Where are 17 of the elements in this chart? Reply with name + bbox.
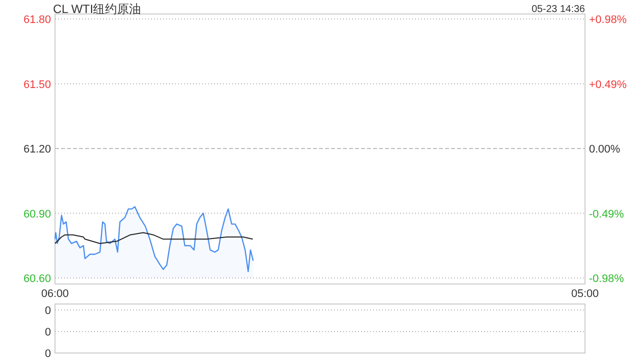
text: 0 bbox=[44, 326, 51, 338]
text: 05-23 14:36 bbox=[532, 4, 586, 15]
x-tick-label: 05:00 bbox=[571, 288, 599, 300]
y2-tick-label: +0.49% bbox=[589, 78, 627, 91]
y2-tick-label: -0.49% bbox=[589, 208, 624, 220]
y-tick-label: 61.80 bbox=[23, 14, 51, 26]
y-tick-label: 60.90 bbox=[23, 208, 51, 220]
y-tick-label: 61.20 bbox=[23, 144, 51, 156]
text: 0 bbox=[44, 348, 51, 360]
y2-tick-label: +0.98% bbox=[589, 14, 627, 26]
y2-tick-label: -0.98% bbox=[589, 273, 624, 285]
y-tick-label: 61.50 bbox=[23, 78, 51, 91]
x-tick-label: 06:00 bbox=[41, 288, 69, 300]
y-tick-label: 60.60 bbox=[23, 273, 51, 285]
y2-tick-label: 0.00% bbox=[589, 144, 620, 156]
text: 0 bbox=[44, 305, 51, 317]
chart-title: CL WTI纽约原油 bbox=[53, 2, 142, 16]
